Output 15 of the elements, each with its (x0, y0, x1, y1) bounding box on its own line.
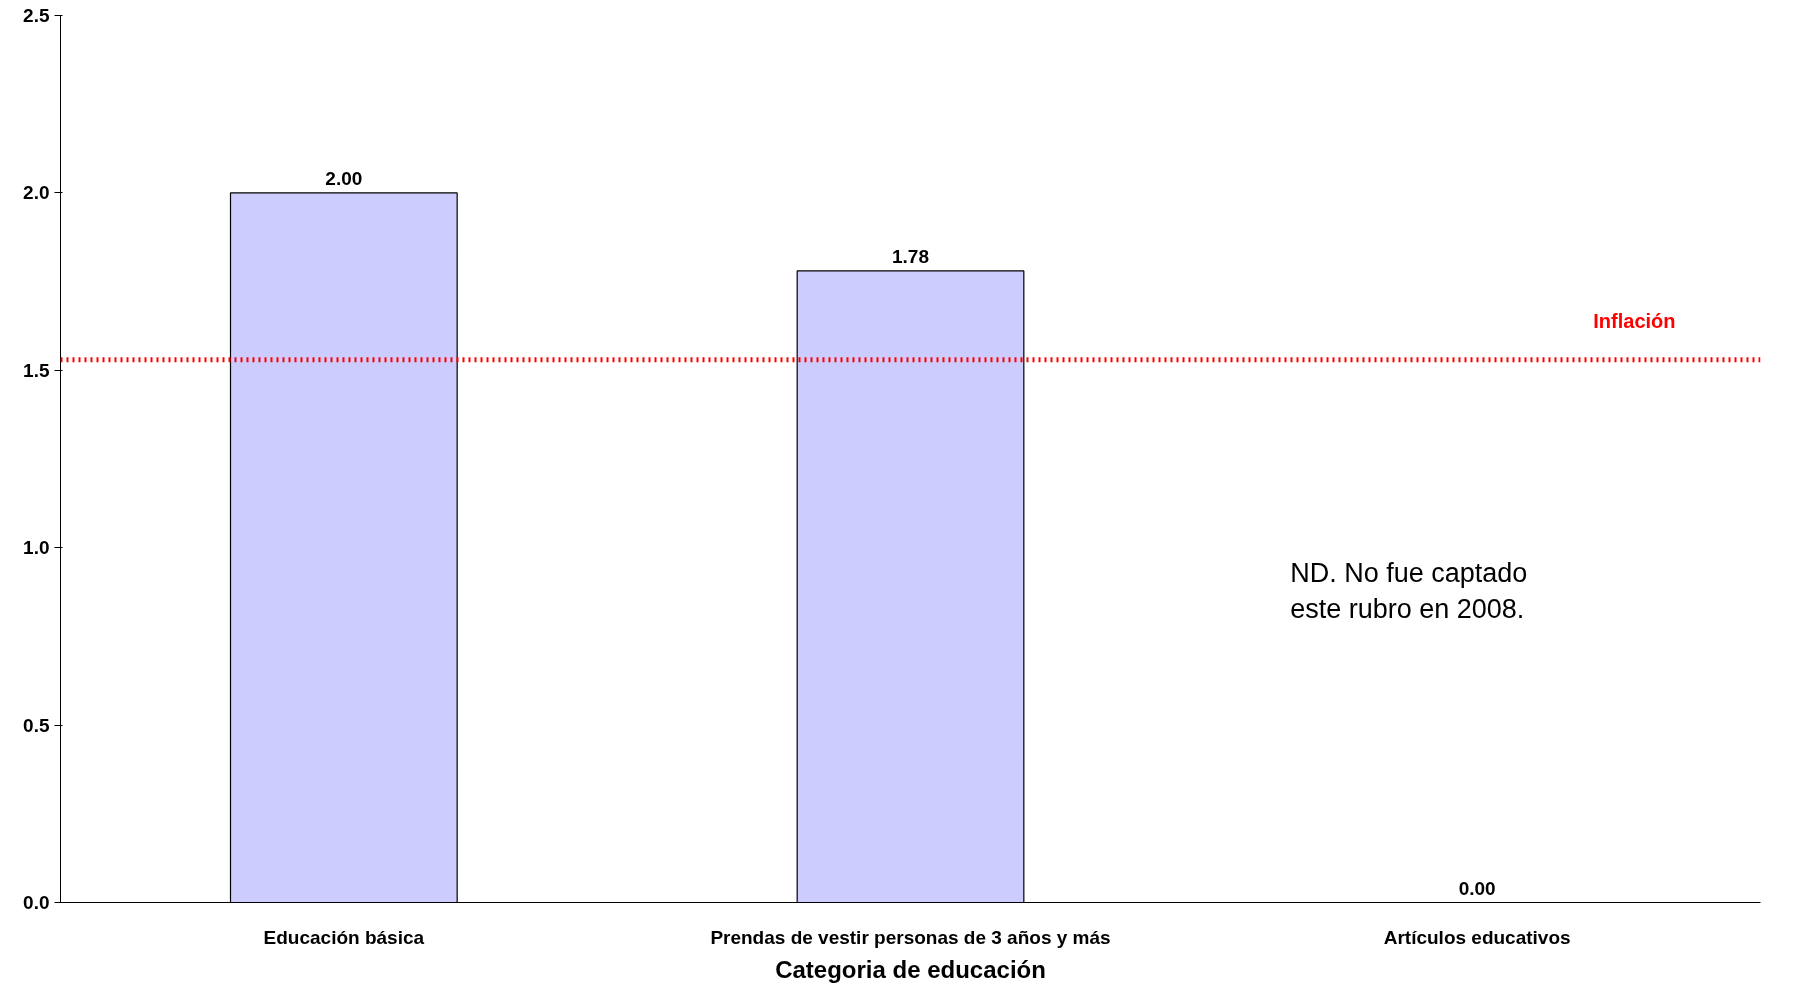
y-tick-label: 0.5 (23, 714, 50, 736)
x-tick-label: Educación básica (263, 926, 425, 948)
y-tick-label: 0.0 (23, 892, 50, 913)
ref-line-label: Inflación (1593, 309, 1676, 332)
annotation: ND. No fue captado este rubro en 2008. (1290, 558, 1528, 625)
data-label: 1.78 (892, 245, 929, 267)
x-tick-label: Artículos educativos (1383, 926, 1571, 948)
y-tick-label: 2.5 (23, 5, 50, 26)
y-tick-label: 2.0 (23, 182, 50, 204)
x-tick-label: Prendas de vestir personas de 3 años y más (710, 926, 1111, 948)
y-tick-label: 1.5 (23, 359, 50, 381)
data-label: 0.00 (1458, 877, 1496, 899)
data-label: 2.00 (325, 167, 363, 189)
x-axis-title: Categoria de educación (775, 955, 1046, 983)
y-tick-label: 1.0 (23, 537, 50, 559)
